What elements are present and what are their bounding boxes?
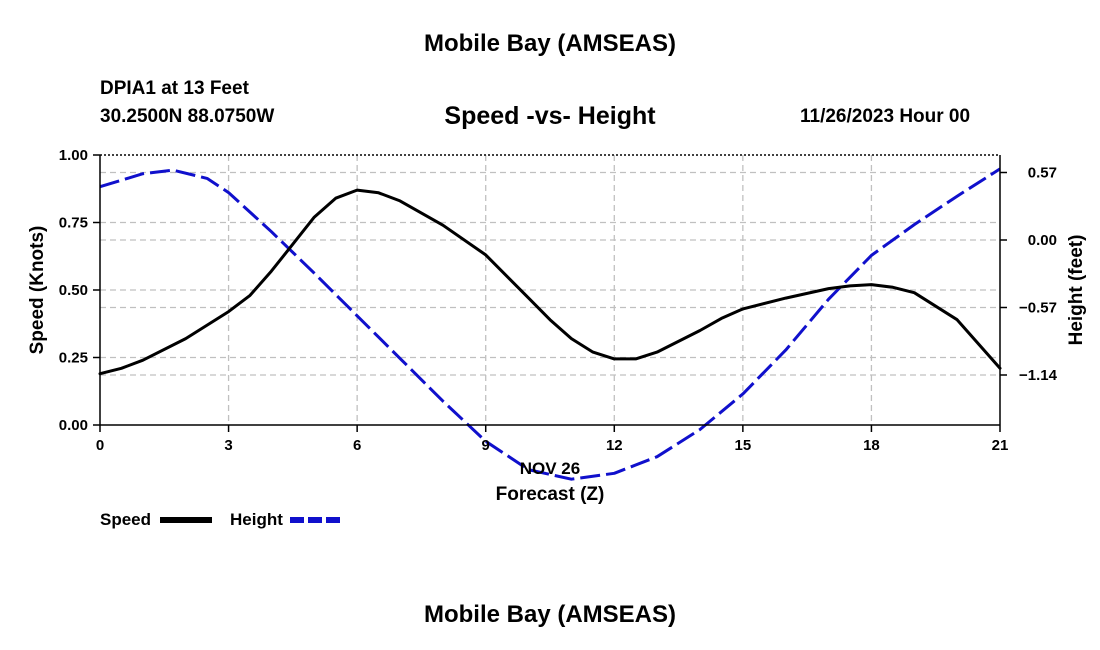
y-right-tick-label: 0.00 (1028, 232, 1057, 249)
x-axis-label: Forecast (Z) (496, 484, 605, 505)
y-axis-right-label: Height (feet) (1066, 235, 1087, 346)
y-left-tick-label: 1.00 (59, 147, 88, 164)
grid (100, 155, 1000, 425)
page-title-bottom: Mobile Bay (AMSEAS) (423, 601, 677, 628)
x-tick-label: 15 (735, 437, 752, 454)
y-left-tick-label: 0.75 (59, 215, 88, 232)
forecast-datetime: 11/26/2023 Hour 00 (800, 106, 971, 127)
ticks: 0 3 6 9 12 15 18 21 0.00 0.25 0.50 0.75 1.00 0.57 0.00… (59, 147, 1058, 454)
axes (99, 154, 1001, 426)
x-tick-label: 0 (96, 437, 104, 454)
series-layer (98, 167, 1002, 481)
y-left-tick-label: 0.25 (59, 350, 88, 367)
y-left-tick-label: 0.50 (59, 282, 88, 299)
legend-height-label: Height (230, 510, 283, 529)
series-speed-line (98, 188, 1002, 376)
x-tick-label: 6 (353, 437, 361, 454)
x-tick-label: 12 (606, 437, 623, 454)
station-label: DPIA1 at 13 Feet (100, 78, 249, 99)
chart-title: Speed -vs- Height (444, 102, 656, 130)
y-axis-left-label: Speed (Knots) (27, 226, 48, 355)
x-tick-label: 9 (482, 437, 490, 454)
x-axis-date-label: NOV 26 (520, 459, 580, 478)
y-right-tick-label: −0.57 (1019, 300, 1057, 317)
y-right-tick-label: 0.57 (1028, 165, 1057, 182)
x-tick-label: 3 (224, 437, 232, 454)
legend: Speed Height (100, 510, 342, 529)
x-tick-label: 18 (863, 437, 880, 454)
x-tick-label: 21 (992, 437, 1009, 454)
series-height-line (99, 167, 1001, 481)
y-right-tick-label: −1.14 (1019, 367, 1058, 384)
station-coords: 30.2500N 88.0750W (100, 106, 275, 127)
y-left-tick-label: 0.00 (59, 417, 88, 434)
legend-speed-label: Speed (100, 510, 151, 529)
page-title: Mobile Bay (AMSEAS) (423, 30, 677, 57)
